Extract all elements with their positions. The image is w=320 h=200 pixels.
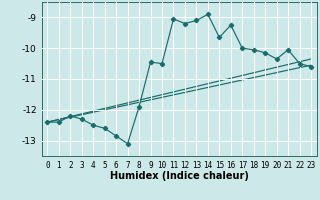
X-axis label: Humidex (Indice chaleur): Humidex (Indice chaleur) <box>110 171 249 181</box>
